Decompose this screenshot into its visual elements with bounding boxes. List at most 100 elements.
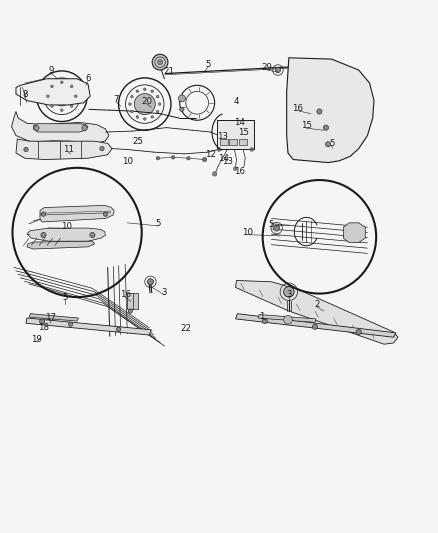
- Polygon shape: [27, 241, 95, 249]
- Bar: [127, 293, 138, 309]
- Circle shape: [217, 148, 221, 151]
- Circle shape: [317, 109, 322, 114]
- Text: 16: 16: [120, 290, 131, 300]
- Text: 5: 5: [329, 139, 334, 148]
- Circle shape: [60, 81, 63, 84]
- Circle shape: [151, 116, 153, 118]
- Circle shape: [136, 90, 139, 93]
- Text: 15: 15: [238, 127, 249, 136]
- Circle shape: [51, 105, 53, 108]
- Bar: [217, 120, 254, 149]
- Circle shape: [202, 157, 207, 161]
- Bar: [239, 139, 247, 145]
- Bar: [230, 139, 237, 145]
- Text: 6: 6: [85, 74, 91, 83]
- Polygon shape: [26, 318, 151, 335]
- Polygon shape: [16, 79, 90, 105]
- Circle shape: [51, 85, 53, 87]
- Text: 10: 10: [122, 157, 133, 166]
- Circle shape: [129, 103, 131, 106]
- Circle shape: [71, 105, 73, 108]
- Polygon shape: [258, 314, 316, 322]
- Circle shape: [284, 316, 292, 324]
- Text: 19: 19: [31, 335, 42, 344]
- Circle shape: [312, 324, 318, 329]
- Text: 29: 29: [261, 63, 272, 72]
- Circle shape: [128, 309, 133, 313]
- Polygon shape: [33, 124, 88, 132]
- Circle shape: [144, 88, 146, 91]
- Text: 4: 4: [234, 97, 239, 106]
- Text: 3: 3: [286, 289, 292, 298]
- Text: 7: 7: [113, 95, 119, 104]
- Circle shape: [284, 287, 294, 297]
- Circle shape: [103, 212, 108, 216]
- Circle shape: [117, 327, 121, 332]
- Text: 8: 8: [22, 91, 28, 100]
- Text: 5: 5: [63, 293, 68, 302]
- Circle shape: [148, 279, 153, 285]
- Text: 16: 16: [234, 167, 245, 176]
- Text: 5: 5: [205, 60, 211, 69]
- Circle shape: [144, 118, 146, 120]
- Circle shape: [136, 116, 139, 118]
- Circle shape: [100, 147, 104, 151]
- Circle shape: [71, 85, 73, 87]
- Polygon shape: [236, 313, 396, 337]
- Circle shape: [276, 67, 281, 72]
- Text: 10: 10: [242, 228, 253, 237]
- Text: 5: 5: [268, 220, 274, 229]
- Circle shape: [156, 110, 159, 113]
- Circle shape: [250, 148, 254, 151]
- Circle shape: [46, 95, 49, 98]
- Circle shape: [24, 147, 28, 152]
- Circle shape: [325, 142, 331, 147]
- Polygon shape: [343, 223, 365, 243]
- Circle shape: [151, 90, 153, 93]
- Circle shape: [156, 95, 159, 98]
- Circle shape: [41, 212, 46, 216]
- Circle shape: [356, 329, 361, 335]
- Circle shape: [187, 157, 190, 160]
- Circle shape: [152, 54, 168, 70]
- Text: 13: 13: [222, 157, 233, 166]
- Circle shape: [60, 109, 63, 111]
- Text: 16: 16: [292, 104, 303, 113]
- Text: 9: 9: [48, 67, 53, 75]
- Circle shape: [82, 125, 87, 131]
- Text: 18: 18: [38, 323, 49, 332]
- Polygon shape: [12, 111, 109, 143]
- Circle shape: [41, 232, 46, 238]
- Text: 20: 20: [141, 98, 152, 107]
- Text: 17: 17: [45, 313, 56, 321]
- Circle shape: [178, 95, 185, 102]
- Text: 2: 2: [314, 301, 320, 310]
- Bar: [220, 139, 228, 145]
- Circle shape: [134, 94, 155, 115]
- Polygon shape: [40, 205, 114, 222]
- Circle shape: [171, 156, 175, 159]
- Text: 13: 13: [216, 132, 228, 141]
- Text: 22: 22: [180, 324, 191, 333]
- Text: 5: 5: [155, 219, 161, 228]
- Circle shape: [233, 167, 237, 171]
- Text: 15: 15: [301, 122, 312, 131]
- Polygon shape: [29, 313, 78, 321]
- Circle shape: [274, 225, 280, 231]
- Polygon shape: [27, 228, 106, 241]
- Circle shape: [158, 103, 161, 106]
- Circle shape: [131, 110, 133, 113]
- Circle shape: [34, 125, 39, 131]
- Text: 14: 14: [218, 154, 229, 163]
- Text: 3: 3: [162, 288, 167, 297]
- Circle shape: [131, 95, 133, 98]
- Circle shape: [90, 232, 95, 238]
- Text: 11: 11: [63, 146, 74, 155]
- Polygon shape: [287, 58, 374, 163]
- Circle shape: [74, 95, 77, 98]
- Circle shape: [323, 125, 328, 130]
- Text: 12: 12: [205, 150, 216, 159]
- Text: 10: 10: [61, 222, 72, 231]
- Text: 1: 1: [259, 312, 265, 321]
- Polygon shape: [16, 139, 112, 159]
